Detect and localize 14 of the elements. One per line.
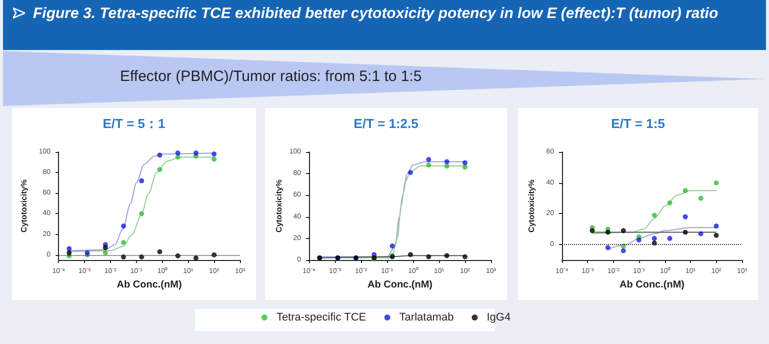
text: Effector (PBMC)/Tumor ratios: from 5:1 to 1:5 <box>120 68 422 85</box>
x-axis-title: Ab Conc.(nM) <box>116 280 182 290</box>
legend-label: Tarlatamab <box>399 312 454 324</box>
legend-label: IgG4 <box>486 312 511 324</box>
chart-title: E/T = 5：1 <box>102 116 166 131</box>
y-axis-title: Cytotoxicity% <box>526 180 536 232</box>
caption: Figure 3. Tetra-specific TCE exhibited better cytotoxicity potency in low E (effect):T (tumor) ratio <box>33 4 718 24</box>
x-axis-title: Ab Conc.(nM) <box>368 280 432 290</box>
legend-label: Tetra-specific TCE <box>276 312 366 324</box>
chart-title: E/T = 1:2.5 <box>354 116 418 131</box>
y-axis-title: Cytotoxicity% <box>274 180 284 232</box>
y-axis-title: Cytotoxicity% <box>20 180 28 232</box>
chart-title: E/T = 1:5 <box>611 116 665 131</box>
x-axis-title: Ab Conc.(nM) <box>620 280 684 290</box>
